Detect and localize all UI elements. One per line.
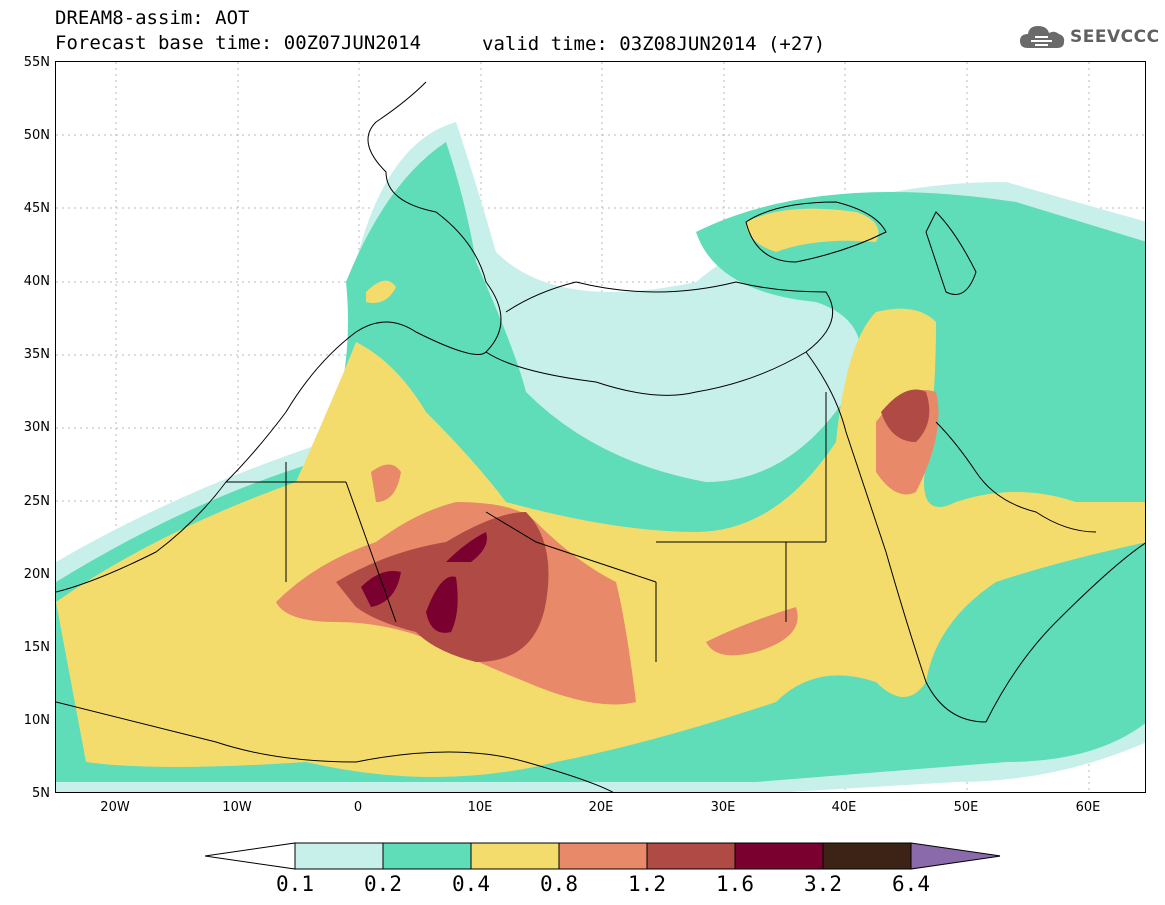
- lat-label-35n: 35N: [23, 347, 50, 362]
- legend-swatch-2: [470, 842, 560, 870]
- lon-label-20e: 20E: [588, 800, 614, 815]
- lon-label-30e: 30E: [710, 800, 736, 815]
- lon-label-50e: 50E: [953, 800, 979, 815]
- map-title: DREAM8-assim: AOT: [55, 7, 250, 29]
- legend-label: 0.1: [276, 872, 314, 896]
- aot-band-0-8-west: [371, 464, 401, 502]
- logo-text: SEEVCCC: [1070, 27, 1160, 47]
- legend-swatch-0: [294, 842, 384, 870]
- aot-band-1-6-c: [446, 532, 487, 562]
- legend-swatch-4: [646, 842, 736, 870]
- lon-label-10w: 10W: [222, 800, 252, 815]
- lat-label-30n: 30N: [23, 420, 50, 435]
- lat-label-15n: 15N: [23, 640, 50, 655]
- legend-label: 3.2: [804, 872, 842, 896]
- legend-label: 0.4: [452, 872, 490, 896]
- aot-band-0-4-iberia: [366, 280, 396, 303]
- legend-label: 1.6: [716, 872, 754, 896]
- legend-label: 0.2: [364, 872, 402, 896]
- aot-band-0-4: [56, 308, 1145, 777]
- legend-label: 1.2: [628, 872, 666, 896]
- lat-label-25n: 25N: [23, 494, 50, 509]
- lon-label-40e: 40E: [831, 800, 857, 815]
- lat-label-40n: 40N: [23, 274, 50, 289]
- lon-label-60e: 60E: [1075, 800, 1101, 815]
- forecast-base-time: Forecast base time: 00Z07JUN2014: [55, 32, 422, 54]
- aot-band-1-6: [361, 571, 401, 607]
- aot-map: [55, 61, 1146, 793]
- legend-label: 0.8: [540, 872, 578, 896]
- aot-band-1-6-b: [426, 576, 458, 633]
- lat-label-50n: 50N: [23, 128, 50, 143]
- legend-swatch-5: [734, 842, 824, 870]
- aot-contours: [56, 122, 1145, 792]
- legend-swatch-3: [558, 842, 648, 870]
- lon-label-20w: 20W: [100, 800, 130, 815]
- lon-label-10e: 10E: [467, 800, 493, 815]
- lat-label-10n: 10N: [23, 713, 50, 728]
- lat-label-45n: 45N: [23, 201, 50, 216]
- legend-label: 6.4: [892, 872, 930, 896]
- lon-label-0: 0: [353, 800, 363, 815]
- aot-band-0-8-east: [706, 607, 798, 656]
- legend-over-triangle: [910, 842, 1000, 870]
- coastlines: [56, 81, 1145, 792]
- cloud-icon: [1020, 26, 1065, 48]
- lat-label-20n: 20N: [23, 567, 50, 582]
- aot-map-svg: [56, 62, 1145, 792]
- aot-band-1-2-mideast: [881, 389, 930, 442]
- seevccc-logo: SEEVCCC: [1018, 22, 1160, 52]
- legend-swatch-6: [822, 842, 912, 870]
- valid-time: valid time: 03Z08JUN2014 (+27): [482, 33, 826, 55]
- legend-under-triangle: [205, 842, 296, 870]
- lat-label-55n: 55N: [23, 55, 50, 70]
- color-legend: [205, 842, 1000, 870]
- aot-band-0-4-blacksea: [746, 208, 879, 252]
- lat-label-5n: 5N: [32, 786, 50, 801]
- legend-swatch-1: [382, 842, 472, 870]
